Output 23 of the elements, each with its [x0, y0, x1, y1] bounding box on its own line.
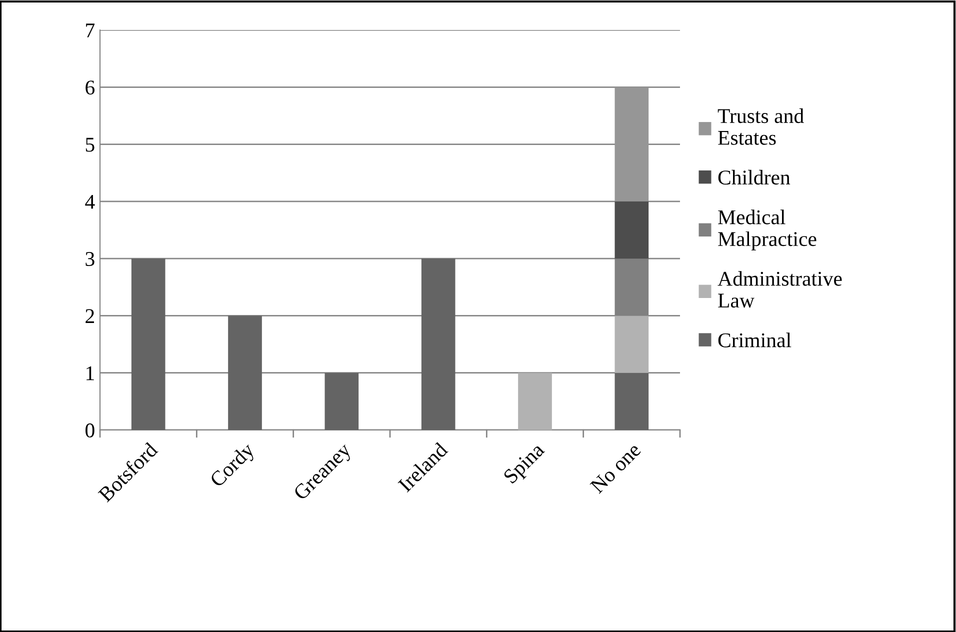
bar	[614, 87, 649, 202]
y-tick-label: 7	[86, 24, 95, 38]
x-tick-label: No one	[590, 442, 642, 494]
y-tick-label: 3	[86, 252, 94, 266]
bar	[324, 372, 359, 430]
bar	[614, 201, 649, 259]
y-tick-label: 6	[86, 80, 95, 95]
bar	[614, 316, 649, 373]
bar	[228, 316, 262, 430]
y-tick-label: 4	[85, 194, 95, 209]
legend-label: Administrative Law	[718, 271, 842, 308]
y-tick-label: 0	[86, 423, 94, 438]
legend-label: Criminal	[718, 332, 792, 348]
legend-label: Children	[718, 170, 790, 185]
y-tick-label: 1	[86, 366, 94, 380]
bar	[614, 372, 649, 430]
y-tick-label: 2	[86, 309, 94, 323]
legend-label: Medical Malpractice	[718, 210, 816, 250]
bar	[421, 258, 456, 430]
bar	[131, 258, 166, 430]
legend-label: Trusts and Estates	[718, 108, 804, 145]
y-tick-label: 5	[86, 138, 94, 152]
bar	[518, 372, 552, 430]
